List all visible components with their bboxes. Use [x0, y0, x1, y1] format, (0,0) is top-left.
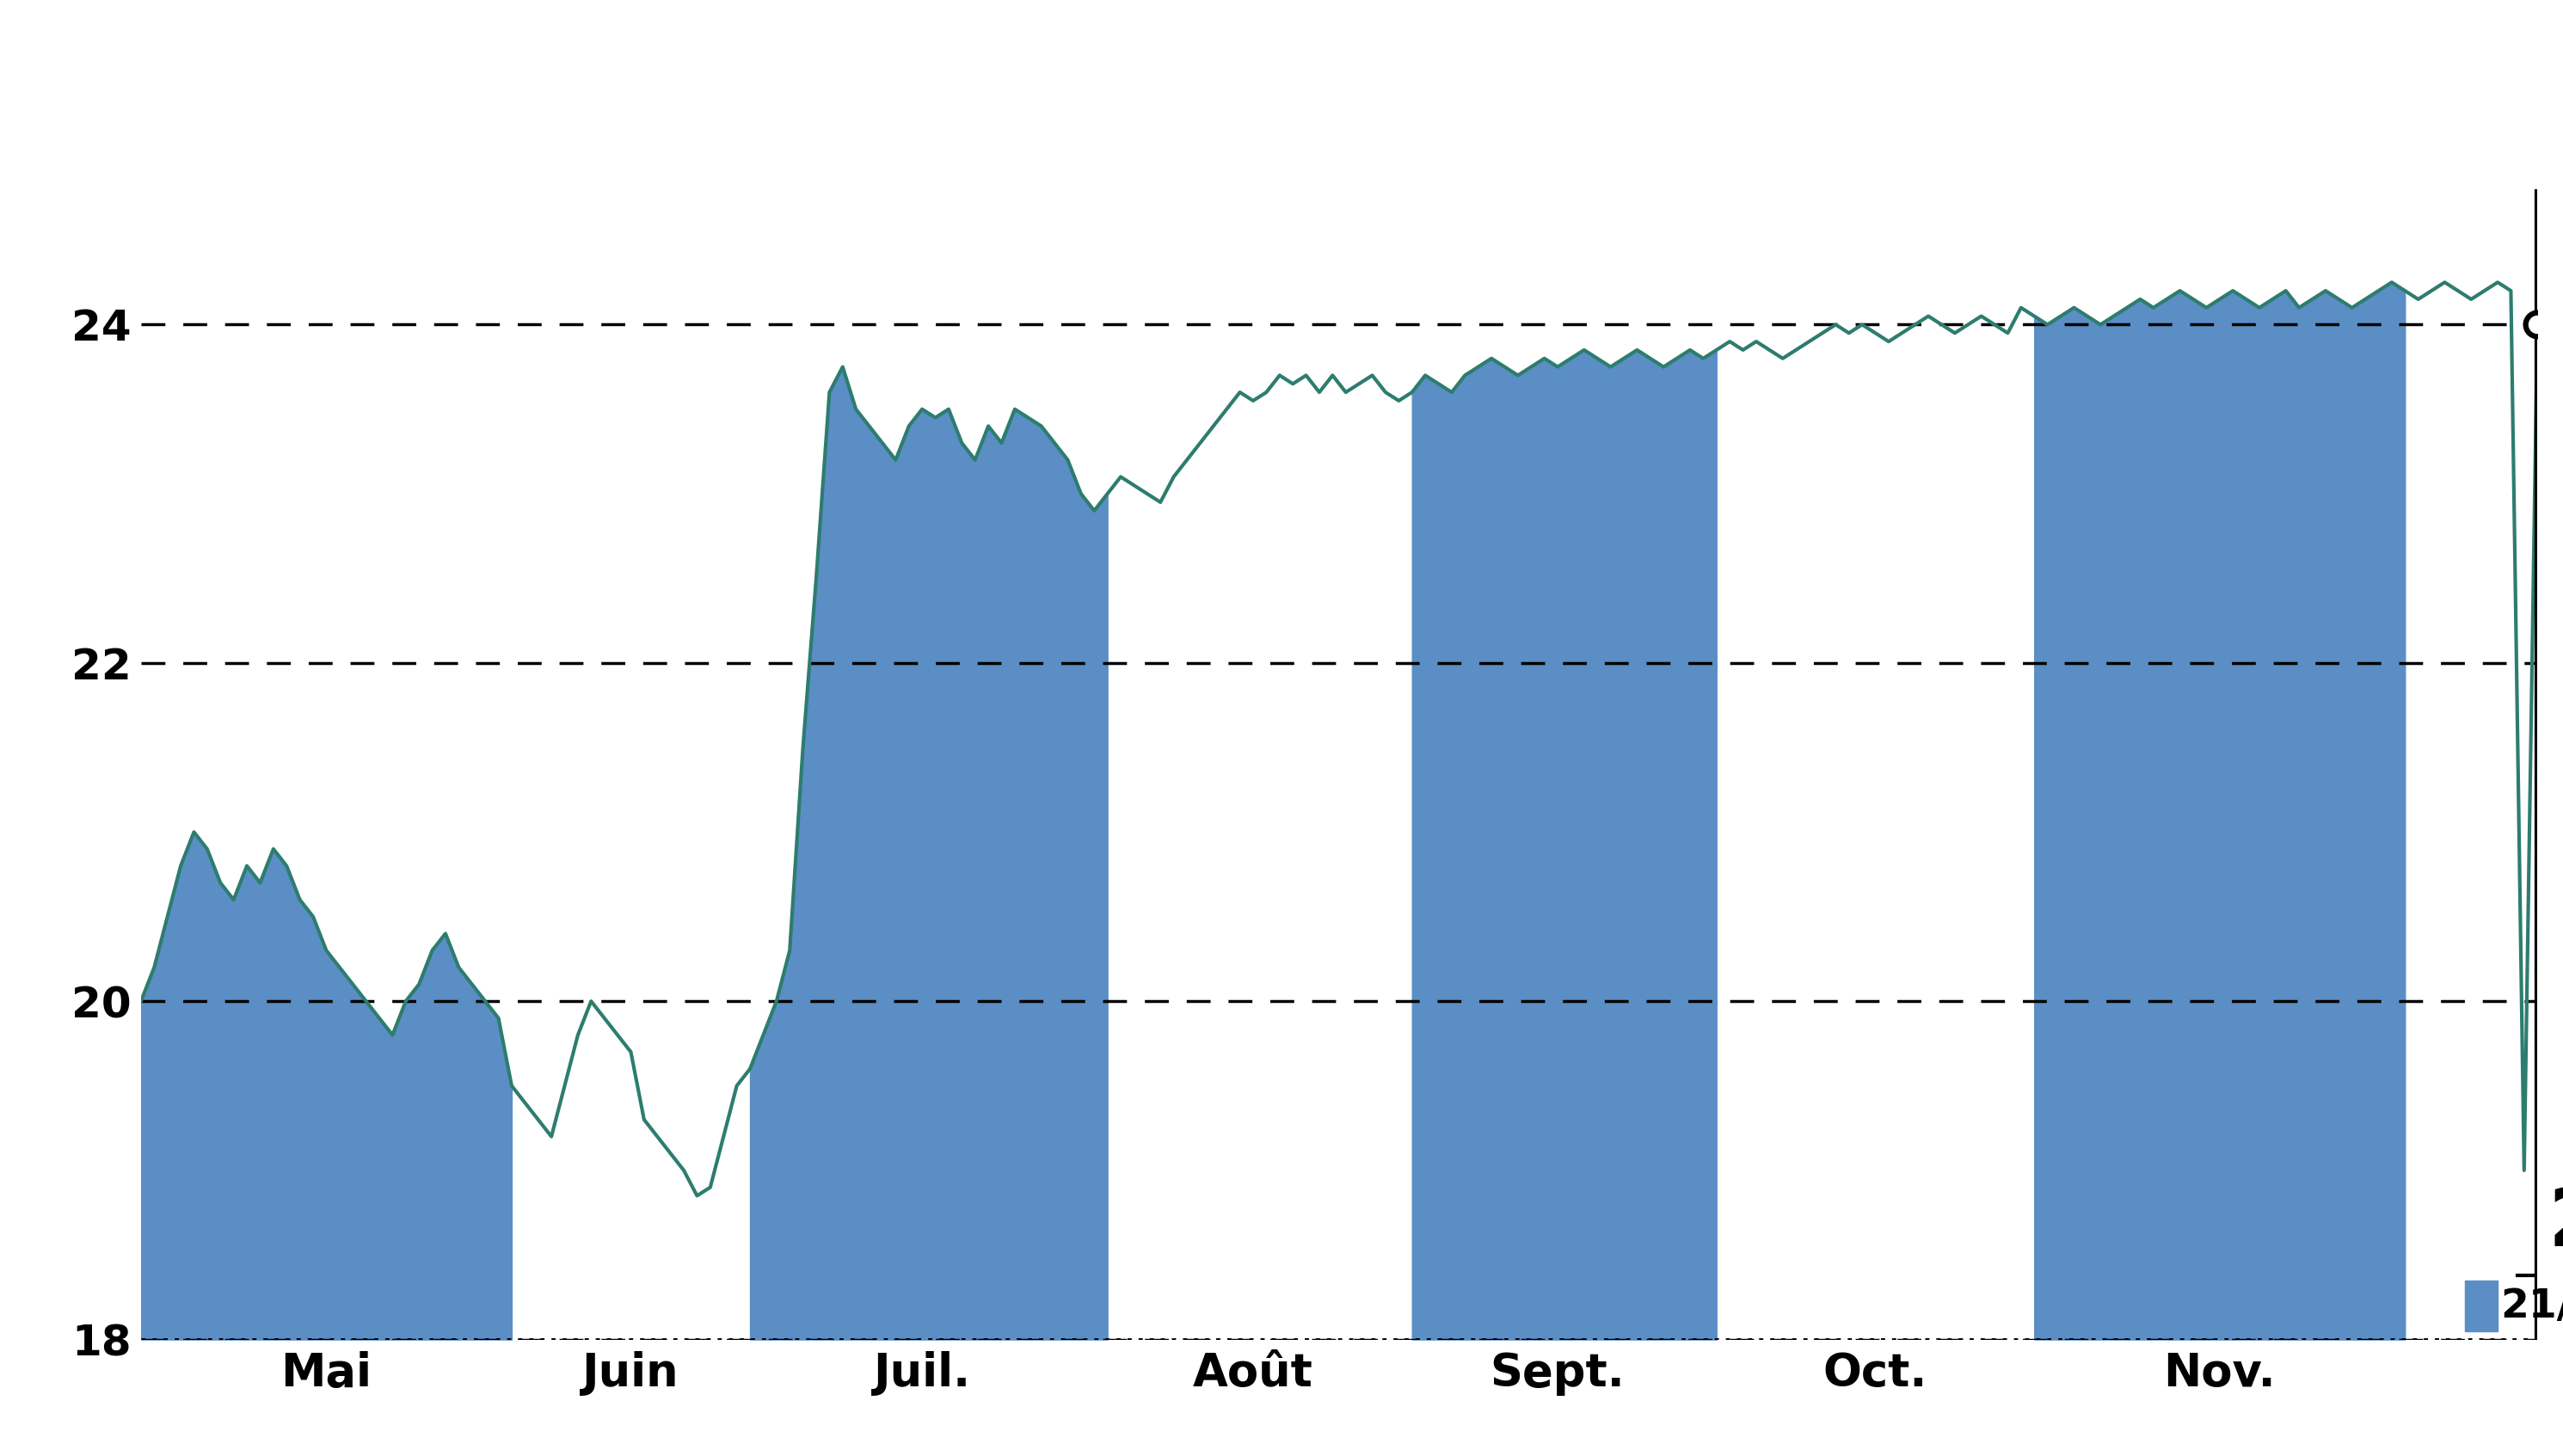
Text: 24: 24: [2548, 1184, 2563, 1264]
Bar: [2466, 1280, 2499, 1331]
Text: 21/11: 21/11: [2501, 1287, 2563, 1326]
Text: EXCLUSIVE NETWORKS: EXCLUSIVE NETWORKS: [666, 38, 1897, 130]
